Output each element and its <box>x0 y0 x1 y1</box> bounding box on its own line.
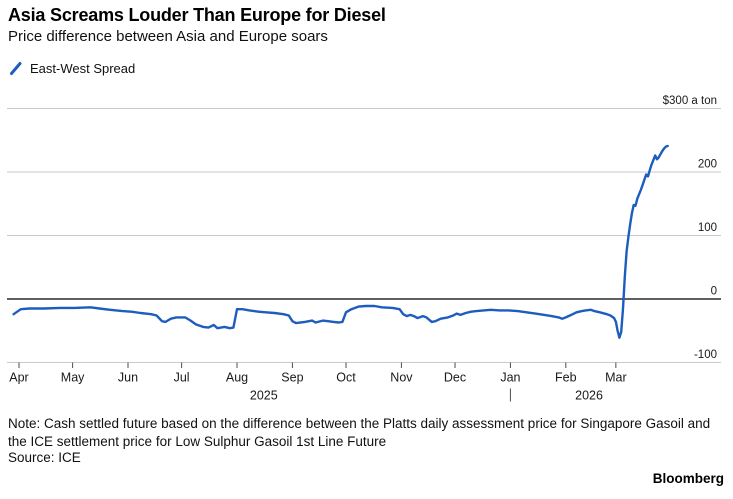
y-axis-label: -100 <box>694 349 717 361</box>
spread-line-chart: $300 a ton 200 100 0 -100 Apr May Jun Jul Aug Sep O… <box>7 95 721 403</box>
legend: East-West Spread <box>9 61 135 76</box>
month-label: Jul <box>174 371 190 385</box>
month-label: Nov <box>390 371 413 385</box>
legend-label: East-West Spread <box>30 61 136 76</box>
month-label: Jan <box>500 371 520 385</box>
month-label: Dec <box>444 371 466 385</box>
month-label: Sep <box>281 371 303 385</box>
month-label: Mar <box>605 371 627 385</box>
chart-note: Note: Cash settled future based on the d… <box>8 416 711 449</box>
east-west-spread-line <box>12 144 669 339</box>
chart-subtitle: Price difference between Asia and Europe… <box>8 28 328 45</box>
month-label: Feb <box>555 371 577 385</box>
chart-title: Asia Screams Louder Than Europe for Dies… <box>8 5 386 25</box>
month-label: Jun <box>118 371 138 385</box>
month-label: May <box>61 371 85 385</box>
y-axis-label: $300 a ton <box>663 95 717 107</box>
y-axis-label: 200 <box>698 159 717 171</box>
y-axis-label: 100 <box>698 222 717 234</box>
month-label: Oct <box>336 371 356 385</box>
month-label: Apr <box>9 371 28 385</box>
year-label: 2026 <box>575 389 603 403</box>
month-label: Aug <box>226 371 248 385</box>
line-series-icon <box>10 62 22 75</box>
y-axis-label: 0 <box>711 286 717 298</box>
year-label: 2025 <box>250 389 278 403</box>
bloomberg-logo: Bloomberg <box>652 471 724 486</box>
chart-source: Source: ICE <box>8 450 81 465</box>
